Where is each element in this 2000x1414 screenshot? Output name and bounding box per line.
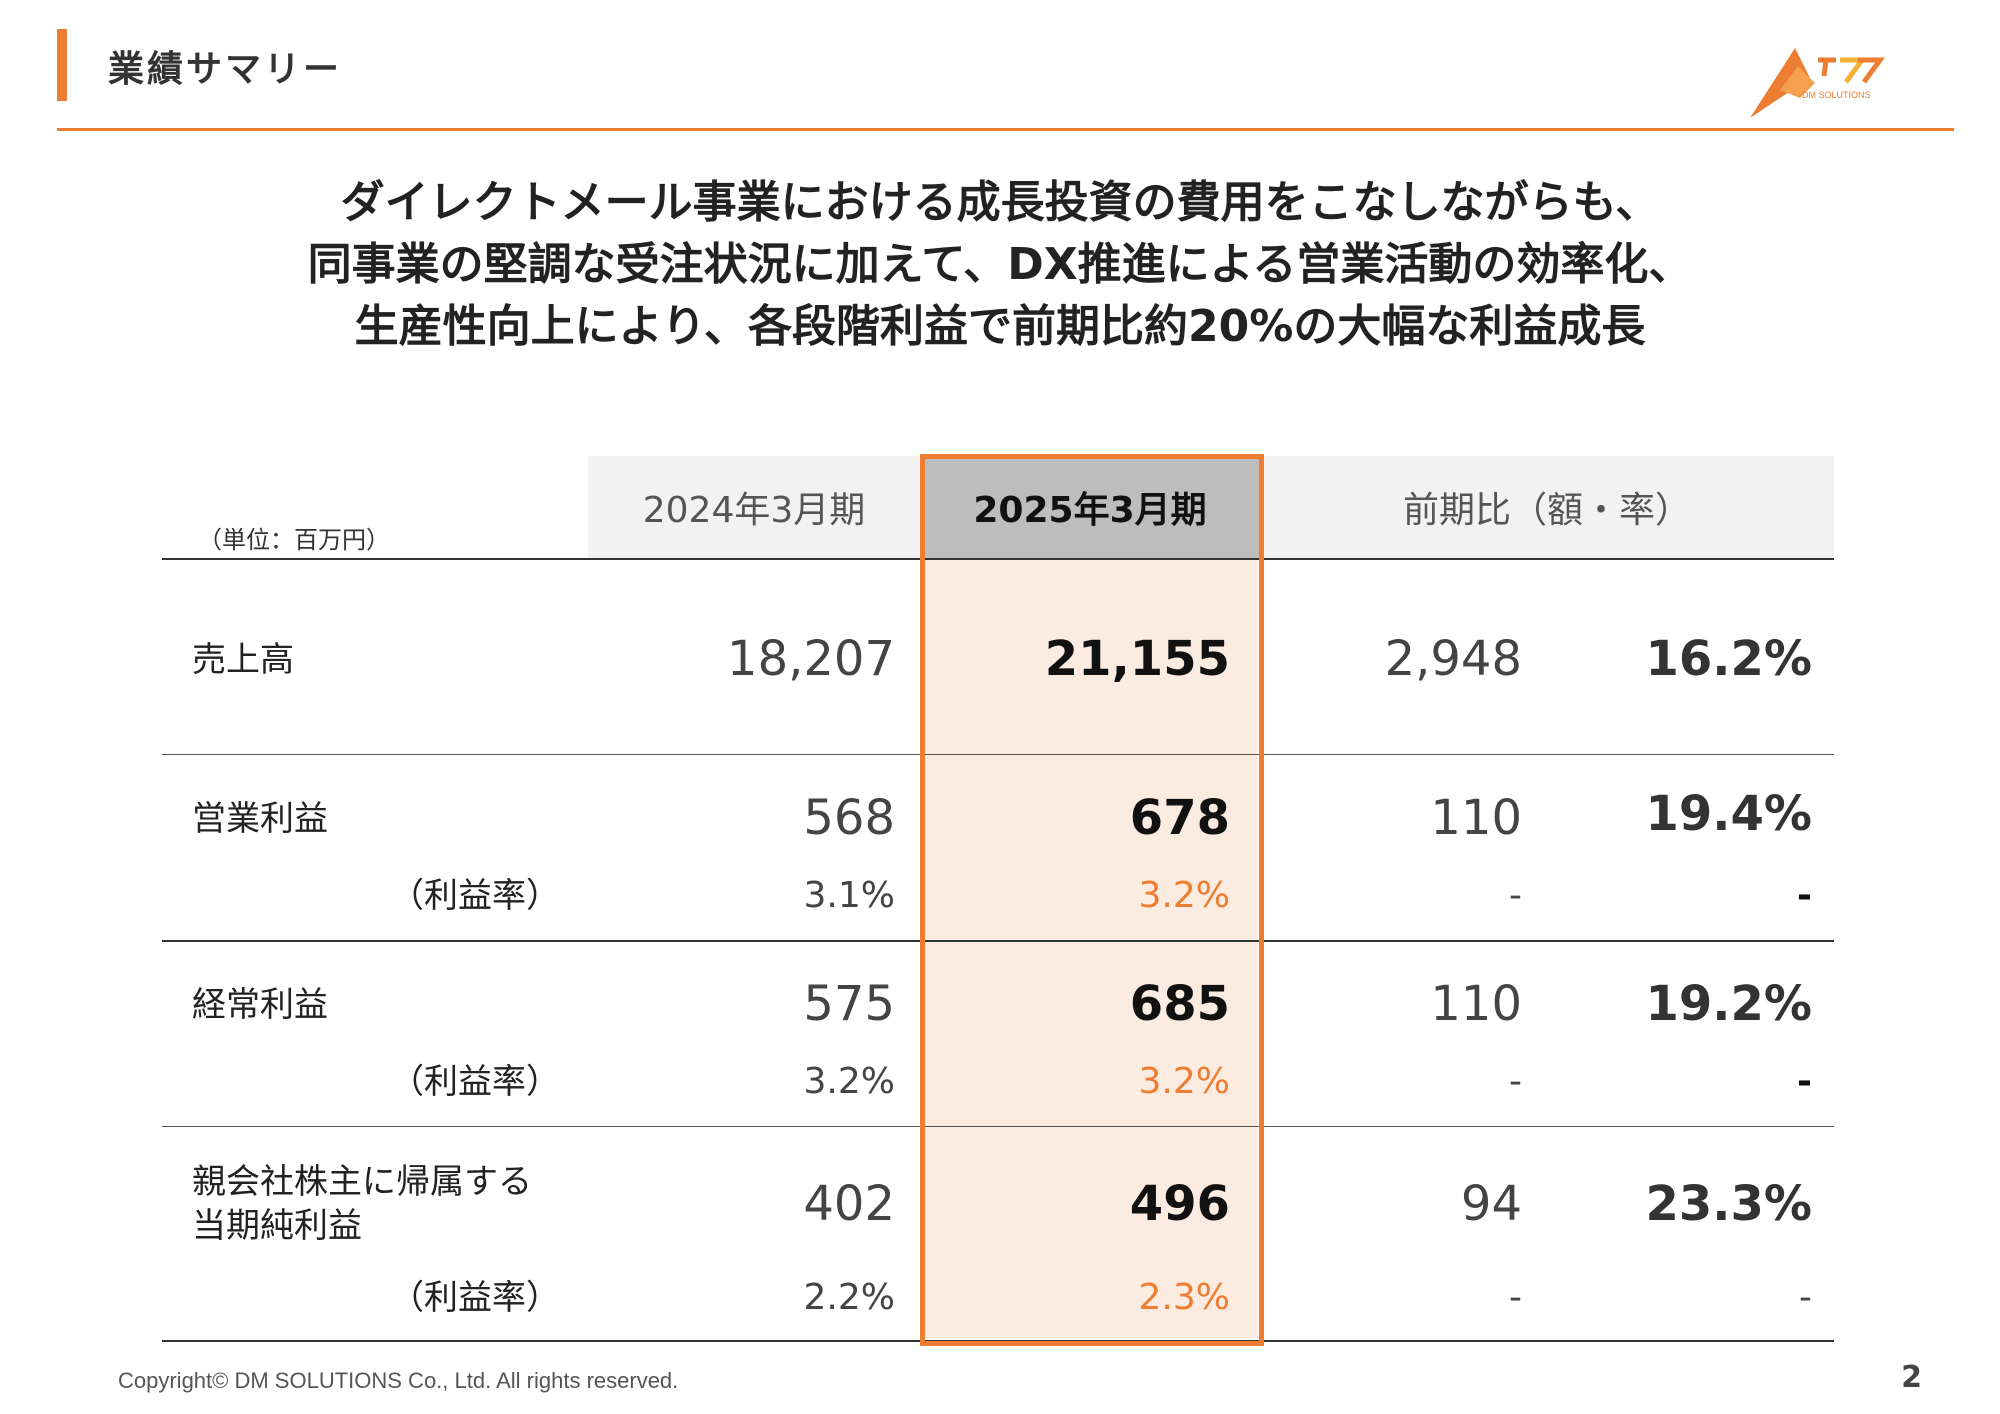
- column-header-curr: 2025年3月期: [920, 456, 1260, 558]
- current-period-highlight: [922, 558, 1258, 1338]
- company-logo: DM SOLUTIONS: [1750, 48, 1885, 118]
- diff-rate: 23.3%: [1645, 1176, 1812, 1232]
- diff-rate: 19.2%: [1645, 976, 1812, 1032]
- row-label: 売上高: [192, 640, 294, 680]
- diff-amount: 94: [1460, 1176, 1522, 1232]
- copyright-text: Copyright© DM SOLUTIONS Co., Ltd. All ri…: [118, 1368, 679, 1393]
- headline-line-1: ダイレクトメール事業における成長投資の費用をこなしながらも、: [340, 177, 1660, 228]
- value-prev: 402: [803, 1176, 895, 1232]
- diff-amount: 110: [1430, 976, 1522, 1032]
- value-curr: 21,155: [1044, 631, 1230, 687]
- summary-headline: ダイレクトメール事業における成長投資の費用をこなしながらも、 同事業の堅調な受注…: [200, 172, 1800, 358]
- row-label: 経常利益: [192, 985, 328, 1025]
- margin-label: （利益率）: [390, 876, 560, 916]
- margin-diff-amount: -: [1509, 1277, 1522, 1318]
- margin-curr: 2.3%: [1138, 1277, 1230, 1318]
- margin-prev: 3.2%: [803, 1061, 895, 1102]
- title-accent-bar: [57, 29, 67, 101]
- diff-amount: 110: [1430, 790, 1522, 846]
- current-period-frame: [920, 454, 1264, 1346]
- margin-prev: 2.2%: [803, 1277, 895, 1318]
- row-label: 営業利益: [192, 799, 328, 839]
- margin-diff-rate: -: [1797, 1061, 1812, 1102]
- value-prev: 18,207: [727, 631, 895, 687]
- column-header-diff: 前期比（額・率）: [1260, 456, 1834, 558]
- margin-label: （利益率）: [390, 1062, 560, 1102]
- value-curr: 678: [1129, 790, 1230, 846]
- page-number: 2: [1901, 1360, 1922, 1395]
- column-header-prev: 2024年3月期: [588, 456, 920, 558]
- row-label: 親会社株主に帰属する 当期純利益: [192, 1160, 532, 1248]
- row-label-line-2: 当期純利益: [192, 1206, 362, 1246]
- margin-prev: 3.1%: [803, 875, 895, 916]
- logo-text: DM SOLUTIONS: [1802, 90, 1871, 100]
- row-divider: [162, 940, 1834, 942]
- value-prev: 575: [803, 976, 895, 1032]
- value-prev: 568: [803, 790, 895, 846]
- margin-diff-rate: -: [1797, 875, 1812, 916]
- headline-line-3: 生産性向上により、各段階利益で前期比約20%の大幅な利益成長: [354, 301, 1646, 352]
- value-curr: 685: [1129, 976, 1230, 1032]
- diff-rate: 16.2%: [1645, 631, 1812, 687]
- row-divider: [162, 754, 1834, 755]
- value-curr: 496: [1129, 1176, 1230, 1232]
- row-label-line-1: 親会社株主に帰属する: [192, 1162, 532, 1202]
- row-divider: [162, 1126, 1834, 1127]
- diff-rate: 19.4%: [1645, 786, 1812, 842]
- diff-amount: 2,948: [1384, 631, 1522, 687]
- page-title: 業績サマリー: [108, 49, 343, 90]
- margin-diff-rate: -: [1799, 1277, 1812, 1318]
- margin-diff-amount: -: [1509, 875, 1522, 916]
- unit-label: （単位：百万円）: [198, 526, 390, 554]
- margin-curr: 3.2%: [1138, 875, 1230, 916]
- table-header-divider: [162, 558, 1834, 560]
- margin-curr: 3.2%: [1138, 1061, 1230, 1102]
- margin-label: （利益率）: [390, 1278, 560, 1318]
- header-divider: [57, 128, 1954, 131]
- headline-line-2: 同事業の堅調な受注状況に加えて、DX推進による営業活動の効率化、: [307, 239, 1693, 290]
- margin-diff-amount: -: [1509, 1061, 1522, 1102]
